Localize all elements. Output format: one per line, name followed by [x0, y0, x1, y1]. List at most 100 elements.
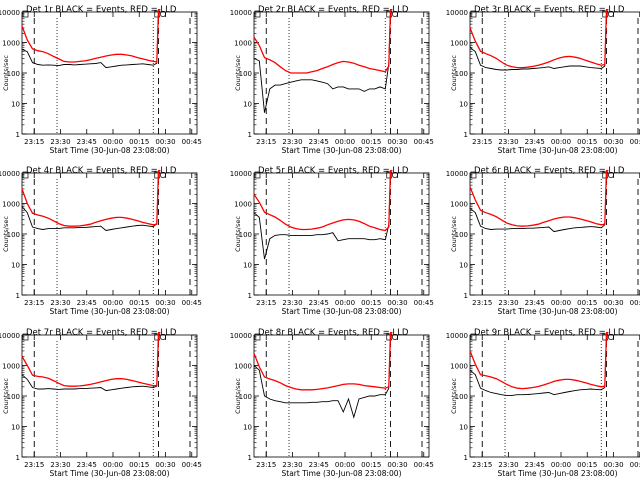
segment-marker [160, 172, 166, 178]
y-axis-label: Counts/sec [450, 55, 458, 91]
y-axis-label: Counts/sec [234, 55, 242, 91]
x-tick-label: 00:00 [335, 138, 355, 146]
y-tick-label: 10 [11, 424, 20, 432]
y-tick-label: 1000 [234, 363, 252, 371]
y-tick-label: 10 [243, 262, 252, 270]
segment-marker [254, 10, 261, 18]
series-line-events [253, 9, 393, 113]
y-tick-label: 1000 [2, 363, 20, 371]
x-tick-label: 00:45 [414, 461, 434, 469]
x-axis-label: Start Time (30-Jun-08 23:08:00) [282, 469, 402, 478]
plot-frame [21, 334, 198, 458]
plot-frame [469, 11, 640, 135]
y-axis-label: Counts/sec [450, 216, 458, 252]
y-tick-label: 100 [239, 231, 252, 239]
y-tick-label: 10000 [446, 9, 468, 17]
panel-title: Det 3r BLACK = Events, RED = LLD [474, 5, 625, 15]
y-tick-label: 10 [11, 262, 20, 270]
panel-title: Det 6r BLACK = Events, RED = LLD [474, 166, 625, 176]
x-tick-label: 23:30 [282, 299, 302, 307]
detector-panel-3: Det 3r BLACK = Events, RED = LLD 1 10 100 10… [446, 5, 640, 155]
segment-marker [154, 10, 161, 18]
y-tick-label: 100 [7, 393, 20, 401]
x-tick-label: 23:30 [282, 461, 302, 469]
x-tick-label: 23:15 [256, 461, 276, 469]
series-line-lld [469, 331, 609, 390]
y-tick-label: 100 [239, 70, 252, 78]
y-tick-label: 1000 [234, 201, 252, 209]
x-tick-label: 00:15 [361, 461, 381, 469]
y-tick-label: 10000 [0, 332, 20, 340]
panel-title: Det 7r BLACK = Events, RED = LLD [26, 328, 177, 338]
y-tick-label: 10 [459, 101, 468, 109]
x-tick-label: 00:30 [387, 461, 407, 469]
segment-marker [608, 11, 614, 17]
y-tick-label: 100 [239, 393, 252, 401]
y-tick-label: 10 [243, 424, 252, 432]
x-tick-label: 23:30 [498, 461, 518, 469]
segment-marker [22, 171, 29, 179]
x-tick-label: 00:30 [155, 461, 175, 469]
x-tick-label: 23:15 [256, 138, 276, 146]
segment-marker [608, 172, 614, 178]
segment-marker [154, 171, 161, 179]
series-line-lld [469, 169, 609, 227]
y-tick-label: 10000 [446, 170, 468, 178]
x-tick-label: 00:00 [551, 461, 571, 469]
plot-frame [469, 334, 640, 458]
series-line-events [253, 170, 393, 260]
detector-panel-7: Det 7r BLACK = Events, RED = LLD 1 10 100 10… [0, 328, 202, 478]
x-tick-label: 00:45 [414, 299, 434, 307]
x-tick-label: 23:45 [525, 138, 545, 146]
x-tick-label: 23:15 [24, 138, 44, 146]
panel-title: Det 5r BLACK = Events, RED = LLD [258, 166, 409, 176]
y-tick-label: 1000 [450, 40, 468, 48]
x-tick-label: 23:45 [77, 461, 97, 469]
segment-marker [386, 333, 393, 341]
series-line-events [469, 170, 609, 233]
x-tick-label: 23:45 [77, 138, 97, 146]
x-tick-label: 23:30 [498, 299, 518, 307]
segment-marker [254, 171, 261, 179]
y-tick-label: 1 [248, 454, 252, 462]
detector-panel-4: Det 4r BLACK = Events, RED = LLD 1 10 100 10… [0, 166, 202, 316]
x-tick-label: 00:00 [335, 299, 355, 307]
y-tick-label: 1 [464, 454, 468, 462]
segment-marker [470, 333, 477, 341]
y-tick-label: 1000 [2, 201, 20, 209]
y-tick-label: 1000 [2, 40, 20, 48]
y-tick-label: 10 [459, 424, 468, 432]
plot-frame [253, 334, 430, 458]
series-line-lld [21, 8, 161, 63]
segment-marker [254, 333, 261, 341]
panel-title: Det 8r BLACK = Events, RED = LLD [258, 328, 409, 338]
series-line-lld [253, 8, 393, 74]
x-tick-label: 23:30 [50, 138, 70, 146]
x-tick-label: 23:15 [24, 461, 44, 469]
x-tick-label: 00:30 [387, 138, 407, 146]
x-axis-label: Start Time (30-Jun-08 23:08:00) [50, 146, 170, 155]
y-tick-label: 1 [464, 131, 468, 139]
detector-panel-1: Det 1r BLACK = Events, RED = LLD 1 10 100 10… [0, 5, 202, 155]
y-tick-label: 10000 [230, 170, 252, 178]
x-tick-label: 00:45 [630, 461, 640, 469]
y-axis-label: Counts/sec [450, 378, 458, 414]
y-tick-label: 100 [455, 393, 468, 401]
segment-marker [154, 333, 161, 341]
x-tick-label: 23:30 [282, 138, 302, 146]
plot-frame [21, 11, 198, 135]
y-tick-label: 1 [16, 131, 20, 139]
series-line-lld [21, 331, 161, 387]
x-tick-label: 23:30 [50, 299, 70, 307]
y-tick-label: 1000 [234, 40, 252, 48]
y-tick-label: 1 [248, 131, 252, 139]
x-tick-label: 00:00 [103, 299, 123, 307]
plot-frame [253, 172, 430, 296]
y-tick-label: 10000 [0, 9, 20, 17]
y-tick-label: 1000 [450, 201, 468, 209]
segment-marker [602, 333, 609, 341]
series-line-events [21, 9, 161, 69]
detector-panel-9: Det 9r BLACK = Events, RED = LLD 1 10 100 10… [446, 328, 640, 478]
x-tick-label: 00:30 [603, 461, 623, 469]
detector-panel-5: Det 5r BLACK = Events, RED = LLD 1 10 100 10… [230, 166, 434, 316]
